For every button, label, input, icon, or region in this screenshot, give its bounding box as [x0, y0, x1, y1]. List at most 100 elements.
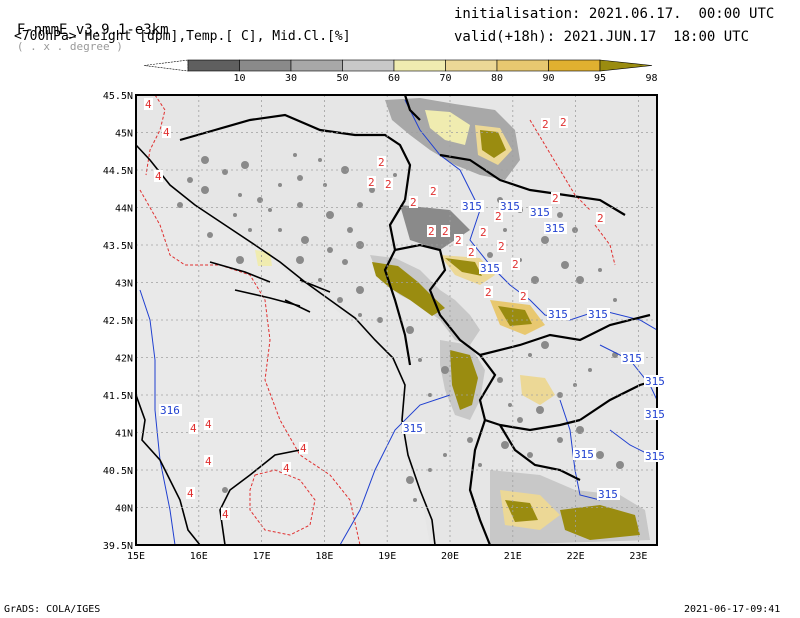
- colorbar: 10 30 50 60 70 80 90 95 98: [143, 59, 658, 84]
- contour-value-label: 4: [190, 422, 197, 435]
- contour-value-label: 315: [500, 200, 520, 213]
- contour-value-label: 315: [622, 352, 642, 365]
- latitude-label: 43.5N: [103, 241, 133, 252]
- cloud-dot: [342, 259, 348, 265]
- contour-label-bg: [282, 462, 291, 474]
- latitude-label: 44.5N: [103, 166, 133, 177]
- contour-value-label: 2: [512, 258, 519, 271]
- longitude-label: 23E: [629, 551, 647, 562]
- contour-label-bg: [402, 422, 425, 434]
- cloud-dot: [508, 403, 512, 407]
- longitude-label: 21E: [504, 551, 522, 562]
- contour-value-label: 4: [163, 126, 170, 139]
- cloud-dot: [557, 212, 563, 218]
- cloud-dot: [238, 193, 242, 197]
- field-description: <700hPa> Height [dpm],Temp.[ C], Mid.Cl.…: [14, 29, 351, 44]
- contour-value-label: 2: [410, 196, 417, 209]
- contour-value-label: 4: [283, 462, 290, 475]
- cloud-dot: [356, 286, 364, 294]
- latitude-label: 40N: [115, 504, 133, 515]
- colorbar-high-arrow: [599, 59, 653, 72]
- contour-value-label: 315: [530, 206, 550, 219]
- colorbar-tick-label: 70: [439, 73, 451, 84]
- cloud-dot: [557, 392, 563, 398]
- contour-label-bg: [541, 118, 550, 130]
- contour-label-bg: [644, 450, 667, 462]
- contour-value-label: 2: [455, 234, 462, 247]
- contour-label-bg: [551, 192, 560, 204]
- cloud-dot: [177, 202, 183, 208]
- longitude-label: 19E: [378, 551, 396, 562]
- contour-label-bg: [497, 240, 506, 252]
- contour-value-label: 315: [645, 408, 665, 421]
- contour-value-label: 2: [520, 290, 527, 303]
- init-label: initialisation:: [454, 6, 581, 22]
- longitude-label: 15E: [127, 551, 145, 562]
- cloud-dot: [222, 169, 228, 175]
- contour-value-label: 315: [598, 488, 618, 501]
- cloud-dot: [341, 166, 349, 174]
- contour-label-bg: [596, 212, 605, 224]
- cloud-dot: [616, 461, 624, 469]
- cloud-dot: [326, 211, 334, 219]
- cloud-dot: [278, 228, 282, 232]
- contour-value-label: 2: [552, 192, 559, 205]
- cloud-dot: [347, 227, 353, 233]
- cloud-dot: [441, 366, 449, 374]
- contour-label-bg: [597, 488, 620, 500]
- contour-value-label: 4: [205, 418, 212, 431]
- unit-note: ( . x . degree ): [16, 40, 123, 53]
- contour-label-bg: [511, 258, 520, 270]
- contour-label-bg: [499, 200, 522, 212]
- cloud-dot: [248, 228, 252, 232]
- contour-label-bg: [367, 176, 376, 188]
- cloud-dot: [501, 441, 509, 449]
- cloud-dot: [201, 156, 209, 164]
- country-borders: [179, 95, 657, 545]
- cloud-dot: [576, 426, 584, 434]
- cloud-dot: [233, 213, 237, 217]
- contour-value-label: 4: [300, 442, 307, 455]
- latitude-label: 42N: [115, 354, 133, 365]
- cloud-dot: [588, 368, 592, 372]
- contour-label-bg: [429, 185, 438, 197]
- contour-label-bg: [467, 246, 476, 258]
- contour-label-bg: [479, 226, 488, 238]
- cloud-dot: [393, 173, 397, 177]
- colorbar-tick-label: 10: [233, 73, 245, 84]
- cloud-dot: [487, 252, 493, 258]
- cloud-dot: [278, 183, 282, 187]
- cloud-dot: [323, 183, 327, 187]
- contour-value-label: 2: [498, 240, 505, 253]
- contour-value-label: 4: [187, 487, 194, 500]
- cloud-dot: [318, 158, 322, 162]
- contour-label-bg: [186, 487, 195, 499]
- latitude-label: 41.5N: [103, 391, 133, 402]
- contour-value-label: 2: [485, 286, 492, 299]
- contour-label-bg: [529, 206, 552, 218]
- contour-label-bg: [299, 442, 308, 454]
- cloud-dot: [327, 247, 333, 253]
- contour-label-bg: [221, 508, 230, 520]
- colorbar-tick-label: 90: [542, 73, 554, 84]
- valid-time: valid(+18h): 2021.JUN.17 18:00 UTC: [454, 29, 749, 45]
- init-value: 2021.06.17. 00:00 UTC: [588, 6, 775, 22]
- contour-label-bg: [384, 178, 393, 190]
- contour-label-bg: [159, 404, 182, 416]
- valid-label: valid(+18h):: [454, 29, 556, 45]
- cloud-dot: [222, 487, 228, 493]
- latitude-label: 44N: [115, 204, 133, 215]
- cloud-dot: [443, 453, 447, 457]
- colorbar-tick-label: 98: [645, 73, 657, 84]
- colorbar-tick-label: 60: [388, 73, 400, 84]
- cloud-dot: [572, 227, 578, 233]
- contour-value-label: 315: [574, 448, 594, 461]
- contour-value-label: 2: [560, 116, 567, 129]
- latitude-label: 40.5N: [103, 466, 133, 477]
- contour-value-label: 2: [468, 246, 475, 259]
- cloud-dot: [596, 451, 604, 459]
- contour-label-bg: [494, 210, 503, 222]
- cloud-dot: [497, 377, 503, 383]
- valid-value: 2021.JUN.17 18:00 UTC: [563, 29, 750, 45]
- cloud-dot: [503, 228, 507, 232]
